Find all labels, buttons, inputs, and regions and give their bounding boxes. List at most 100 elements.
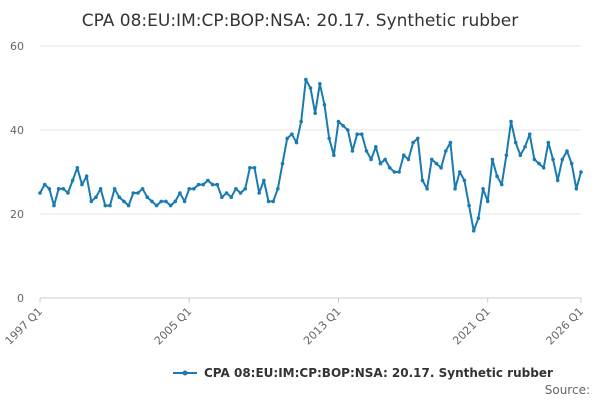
data-point[interactable] (89, 199, 94, 204)
data-point[interactable] (229, 195, 234, 199)
data-point[interactable] (537, 161, 541, 166)
data-point[interactable] (555, 178, 560, 183)
data-point[interactable] (210, 182, 215, 187)
data-point[interactable] (439, 166, 443, 170)
data-point[interactable] (453, 187, 457, 191)
data-point[interactable] (318, 82, 322, 86)
data-point[interactable] (75, 166, 80, 170)
data-point[interactable] (551, 157, 555, 162)
data-point[interactable] (346, 128, 350, 132)
data-point[interactable] (336, 119, 341, 124)
data-point[interactable] (429, 157, 434, 162)
data-point[interactable] (196, 182, 201, 187)
data-point[interactable] (257, 191, 262, 195)
data-point[interactable] (94, 195, 98, 199)
data-point[interactable] (252, 166, 257, 170)
data-point[interactable] (192, 187, 196, 191)
data-point[interactable] (579, 170, 583, 174)
data-point[interactable] (140, 187, 145, 191)
data-point[interactable] (56, 187, 61, 191)
data-point[interactable] (415, 136, 420, 141)
data-point[interactable] (369, 157, 373, 162)
data-point[interactable] (271, 199, 275, 204)
data-point[interactable] (499, 182, 504, 187)
data-point[interactable] (304, 77, 308, 82)
data-point[interactable] (276, 187, 280, 191)
data-point[interactable] (513, 140, 518, 145)
data-point[interactable] (527, 132, 532, 136)
data-point[interactable] (294, 140, 299, 145)
data-point[interactable] (471, 229, 476, 233)
data-point[interactable] (397, 170, 401, 174)
data-point[interactable] (332, 153, 336, 157)
data-point[interactable] (103, 203, 108, 208)
data-point[interactable] (145, 195, 150, 199)
data-point[interactable] (136, 191, 140, 195)
data-point[interactable] (532, 157, 537, 162)
data-point[interactable] (248, 166, 252, 170)
data-point[interactable] (66, 191, 70, 195)
data-point[interactable] (238, 191, 243, 195)
data-point[interactable] (322, 103, 327, 107)
data-point[interactable] (52, 203, 56, 208)
data-point[interactable] (98, 187, 103, 191)
data-point[interactable] (126, 203, 131, 208)
data-point[interactable] (47, 187, 52, 191)
data-point[interactable] (308, 86, 313, 90)
data-point[interactable] (467, 203, 471, 208)
data-point[interactable] (168, 203, 173, 208)
data-point[interactable] (495, 174, 499, 178)
data-point[interactable] (61, 187, 66, 191)
data-point[interactable] (565, 149, 569, 153)
data-point[interactable] (425, 187, 429, 191)
data-point[interactable] (108, 203, 112, 208)
data-point[interactable] (131, 191, 136, 195)
legend-item-label[interactable]: CPA 08:EU:IM:CP:BOP:NSA: 20.17. Syntheti… (204, 366, 553, 380)
data-point[interactable] (569, 161, 574, 166)
data-point[interactable] (560, 157, 565, 162)
data-point[interactable] (518, 153, 523, 157)
data-point[interactable] (406, 157, 411, 162)
data-point[interactable] (383, 157, 387, 162)
legend[interactable]: CPA 08:EU:IM:CP:BOP:NSA: 20.17. Syntheti… (173, 366, 553, 380)
data-point[interactable] (112, 187, 117, 191)
data-point[interactable] (313, 111, 317, 115)
data-point[interactable] (485, 199, 490, 204)
data-point[interactable] (178, 191, 182, 195)
data-point[interactable] (434, 161, 439, 166)
data-point[interactable] (546, 140, 551, 145)
data-point[interactable] (84, 174, 89, 178)
data-point[interactable] (387, 166, 392, 170)
data-point[interactable] (234, 187, 238, 191)
data-point[interactable] (290, 132, 294, 136)
data-point[interactable] (122, 199, 126, 204)
data-point[interactable] (80, 182, 84, 187)
data-point[interactable] (266, 199, 271, 204)
data-point[interactable] (448, 140, 453, 145)
data-point[interactable] (355, 132, 359, 136)
data-point[interactable] (150, 199, 154, 204)
data-point[interactable] (411, 140, 415, 145)
data-point[interactable] (201, 182, 206, 187)
data-point[interactable] (490, 157, 495, 162)
data-point[interactable] (187, 187, 192, 191)
data-point[interactable] (215, 182, 220, 187)
data-point[interactable] (523, 145, 527, 149)
data-point[interactable] (481, 187, 485, 191)
data-point[interactable] (243, 187, 248, 191)
data-point[interactable] (206, 178, 210, 183)
data-point[interactable] (164, 199, 168, 204)
data-point[interactable] (420, 178, 425, 183)
data-point[interactable] (378, 161, 383, 166)
data-point[interactable] (443, 149, 448, 153)
data-point[interactable] (285, 136, 289, 141)
data-point[interactable] (373, 145, 378, 149)
data-point[interactable] (360, 132, 364, 136)
data-point[interactable] (392, 170, 397, 174)
data-point[interactable] (401, 153, 406, 157)
data-point[interactable] (457, 170, 462, 174)
data-point[interactable] (476, 216, 481, 220)
data-point[interactable] (262, 178, 266, 183)
data-point[interactable] (224, 191, 229, 195)
data-point[interactable] (299, 119, 303, 124)
